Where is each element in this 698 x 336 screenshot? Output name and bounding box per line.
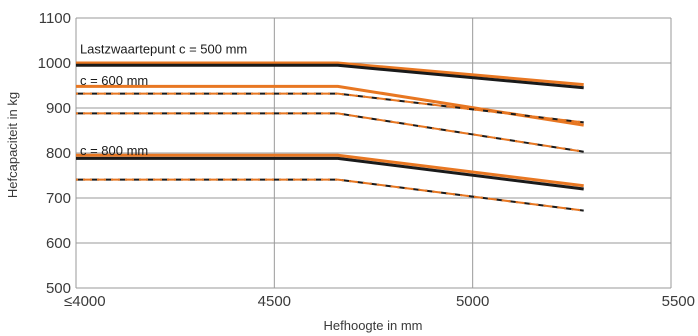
x-axis-title: Hefhoogte in mm [324,318,423,333]
series-line-dash-orange [76,112,584,153]
curve-annotation: c = 600 mm [80,73,148,88]
x-tick-label: 5500 [662,293,695,310]
annotations: Lastzwaartepunt c = 500 mm c = 600 mm c = … [80,42,247,159]
series-line-dash-black [76,112,584,153]
series-line [76,84,584,127]
grid [75,17,672,289]
y-tick-label: 1100 [39,10,71,27]
series-line [76,156,584,191]
series-line-dash-orange [76,178,584,212]
y-axis-title: Hefcapaciteit in kg [5,92,20,198]
y-tick-label: 900 [46,100,71,117]
series-line [76,153,584,188]
x-tick-label: ≤4000 [64,293,106,310]
series-line [76,61,584,87]
series-group [76,61,584,212]
y-tick-label: 600 [46,235,71,252]
tick-labels: 500 600 700 800 900 1000 1100 ≤4000 4500 5000 5500 [38,10,695,310]
series-line [76,63,584,90]
series-line-dash-black [76,178,584,212]
curve-annotation: c = 800 mm [80,143,148,158]
x-tick-label: 4500 [258,293,291,310]
y-tick-label: 800 [46,145,71,162]
y-tick-label: 700 [46,190,71,207]
y-tick-label: 1000 [38,55,71,72]
series-line-dash-black [76,92,584,124]
series-line-dash-orange [76,92,584,124]
y-tick-label: 500 [46,280,71,297]
curve-annotation: Lastzwaartepunt c = 500 mm [80,42,247,57]
x-tick-label: 5000 [456,293,489,310]
